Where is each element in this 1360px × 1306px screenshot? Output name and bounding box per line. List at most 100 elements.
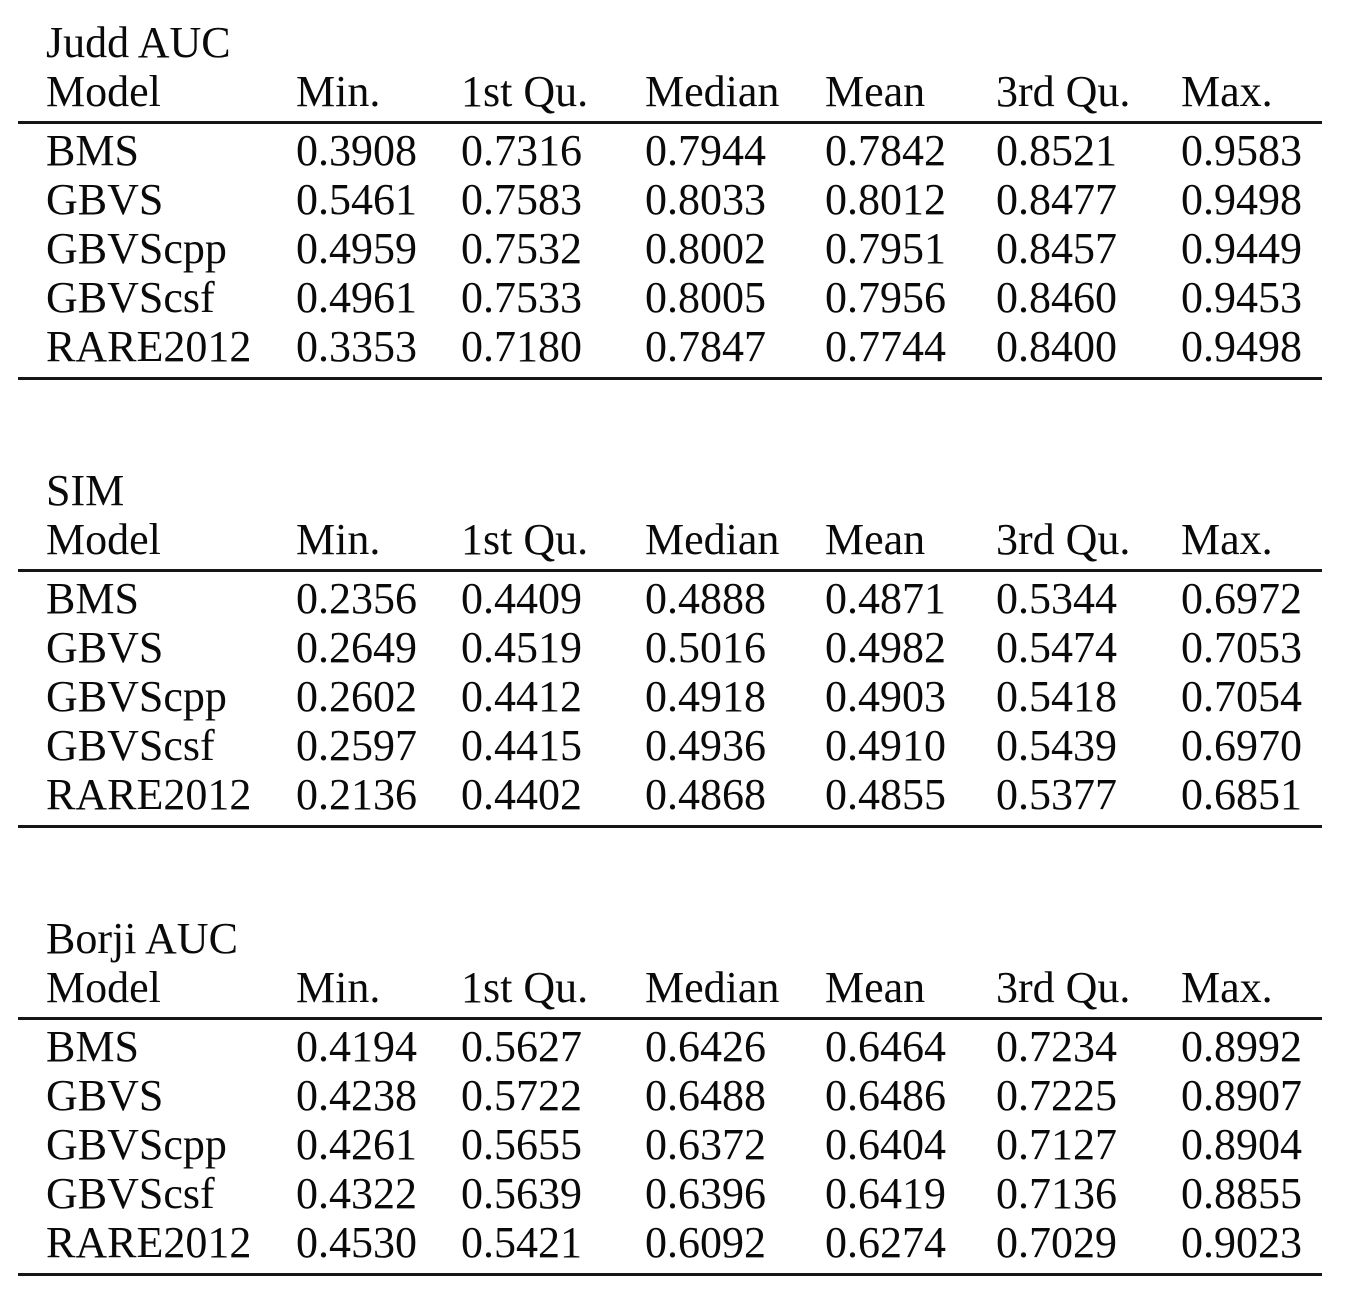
value-cell: 0.4871 <box>825 574 946 623</box>
model-cell: GBVScsf <box>46 1169 215 1218</box>
value-cell: 0.4910 <box>825 721 946 770</box>
value-cell: 0.4322 <box>296 1169 417 1218</box>
table-row: GBVS 0.5461 0.7583 0.8033 0.8012 0.8477 0.9498 <box>18 175 1322 224</box>
column-header: Model <box>46 515 161 564</box>
value-cell: 0.5474 <box>996 623 1117 672</box>
value-cell: 0.4868 <box>645 770 766 819</box>
model-cell: GBVScpp <box>46 1120 227 1169</box>
table-row: GBVScsf 0.4961 0.7533 0.8005 0.7956 0.8460 0.9… <box>18 273 1322 322</box>
bottom-rule <box>18 1273 1322 1276</box>
value-cell: 0.7234 <box>996 1022 1117 1071</box>
value-cell: 0.4415 <box>461 721 582 770</box>
column-header: 3rd Qu. <box>996 67 1131 116</box>
column-header: 1st Qu. <box>461 963 589 1012</box>
value-cell: 0.6372 <box>645 1120 766 1169</box>
value-cell: 0.8907 <box>1181 1071 1302 1120</box>
value-cell: 0.6396 <box>645 1169 766 1218</box>
table-borji-auc: Borji AUC Model Min. 1st Qu. Median Mean 3rd … <box>18 914 1322 1276</box>
value-cell: 0.4412 <box>461 672 582 721</box>
value-cell: 0.4530 <box>296 1218 417 1267</box>
table-row: RARE2012 0.2136 0.4402 0.4868 0.4855 0.5377 0.… <box>18 770 1322 819</box>
value-cell: 0.7054 <box>1181 672 1302 721</box>
value-cell: 0.4936 <box>645 721 766 770</box>
value-cell: 0.9498 <box>1181 175 1302 224</box>
value-cell: 0.6419 <box>825 1169 946 1218</box>
table-title: SIM <box>46 466 125 515</box>
value-cell: 0.9453 <box>1181 273 1302 322</box>
table-row: GBVScpp 0.4261 0.5655 0.6372 0.6404 0.7127 0.8… <box>18 1120 1322 1169</box>
column-header: 1st Qu. <box>461 67 589 116</box>
value-cell: 0.7533 <box>461 273 582 322</box>
bottom-rule <box>18 377 1322 380</box>
column-header: Mean <box>825 963 926 1012</box>
value-cell: 0.5655 <box>461 1120 582 1169</box>
value-cell: 0.8521 <box>996 126 1117 175</box>
value-cell: 0.3908 <box>296 126 417 175</box>
value-cell: 0.8012 <box>825 175 946 224</box>
model-cell: BMS <box>46 126 139 175</box>
model-cell: GBVS <box>46 175 164 224</box>
value-cell: 0.6851 <box>1181 770 1302 819</box>
value-cell: 0.8005 <box>645 273 766 322</box>
value-cell: 0.7956 <box>825 273 946 322</box>
table-row: GBVS 0.4238 0.5722 0.6488 0.6486 0.7225 0.8907 <box>18 1071 1322 1120</box>
value-cell: 0.8460 <box>996 273 1117 322</box>
value-cell: 0.5722 <box>461 1071 582 1120</box>
value-cell: 0.5461 <box>296 175 417 224</box>
table-header: Model Min. 1st Qu. Median Mean 3rd Qu. Max. <box>18 67 1322 121</box>
value-cell: 0.9449 <box>1181 224 1302 273</box>
value-cell: 0.6464 <box>825 1022 946 1071</box>
value-cell: 0.2602 <box>296 672 417 721</box>
value-cell: 0.3353 <box>296 322 417 371</box>
table-header: Model Min. 1st Qu. Median Mean 3rd Qu. Max. <box>18 515 1322 569</box>
model-cell: RARE2012 <box>46 1218 252 1267</box>
value-cell: 0.4402 <box>461 770 582 819</box>
value-cell: 0.7136 <box>996 1169 1117 1218</box>
value-cell: 0.7225 <box>996 1071 1117 1120</box>
table-row: GBVScpp 0.4959 0.7532 0.8002 0.7951 0.8457 0.9… <box>18 224 1322 273</box>
value-cell: 0.8992 <box>1181 1022 1302 1071</box>
value-cell: 0.4194 <box>296 1022 417 1071</box>
table-title: Judd AUC <box>46 18 231 67</box>
value-cell: 0.7847 <box>645 322 766 371</box>
table-row: RARE2012 0.3353 0.7180 0.7847 0.7744 0.8400 0.… <box>18 322 1322 371</box>
model-cell: GBVS <box>46 623 164 672</box>
table-row: GBVScsf 0.4322 0.5639 0.6396 0.6419 0.7136 0.8… <box>18 1169 1322 1218</box>
model-cell: GBVS <box>46 1071 164 1120</box>
table-body: BMS 0.4194 0.5627 0.6426 0.6464 0.7234 0.8992 G… <box>18 1020 1322 1273</box>
value-cell: 0.7583 <box>461 175 582 224</box>
value-cell: 0.6488 <box>645 1071 766 1120</box>
value-cell: 0.9023 <box>1181 1218 1302 1267</box>
column-header: Min. <box>296 67 381 116</box>
value-cell: 0.8002 <box>645 224 766 273</box>
header-rule <box>18 1017 1322 1020</box>
model-cell: GBVScsf <box>46 273 215 322</box>
value-cell: 0.7744 <box>825 322 946 371</box>
value-cell: 0.8457 <box>996 224 1117 273</box>
column-header: 3rd Qu. <box>996 515 1131 564</box>
model-cell: GBVScpp <box>46 224 227 273</box>
table-row: BMS 0.4194 0.5627 0.6426 0.6464 0.7234 0.8992 <box>18 1022 1322 1071</box>
column-header: Max. <box>1181 963 1273 1012</box>
value-cell: 0.4961 <box>296 273 417 322</box>
value-cell: 0.5439 <box>996 721 1117 770</box>
value-cell: 0.5418 <box>996 672 1117 721</box>
column-header: 1st Qu. <box>461 515 589 564</box>
value-cell: 0.7127 <box>996 1120 1117 1169</box>
value-cell: 0.4519 <box>461 623 582 672</box>
column-header: Model <box>46 963 161 1012</box>
model-cell: BMS <box>46 1022 139 1071</box>
value-cell: 0.2649 <box>296 623 417 672</box>
value-cell: 0.7842 <box>825 126 946 175</box>
table-header: Model Min. 1st Qu. Median Mean 3rd Qu. Max. <box>18 963 1322 1017</box>
table-body: BMS 0.2356 0.4409 0.4888 0.4871 0.5344 0.6972 G… <box>18 572 1322 825</box>
value-cell: 0.9583 <box>1181 126 1302 175</box>
value-cell: 0.8904 <box>1181 1120 1302 1169</box>
table-title: Borji AUC <box>46 914 238 963</box>
value-cell: 0.7944 <box>645 126 766 175</box>
table-body: BMS 0.3908 0.7316 0.7944 0.7842 0.8521 0.9583 G… <box>18 124 1322 377</box>
value-cell: 0.5016 <box>645 623 766 672</box>
value-cell: 0.5344 <box>996 574 1117 623</box>
value-cell: 0.4855 <box>825 770 946 819</box>
value-cell: 0.2356 <box>296 574 417 623</box>
